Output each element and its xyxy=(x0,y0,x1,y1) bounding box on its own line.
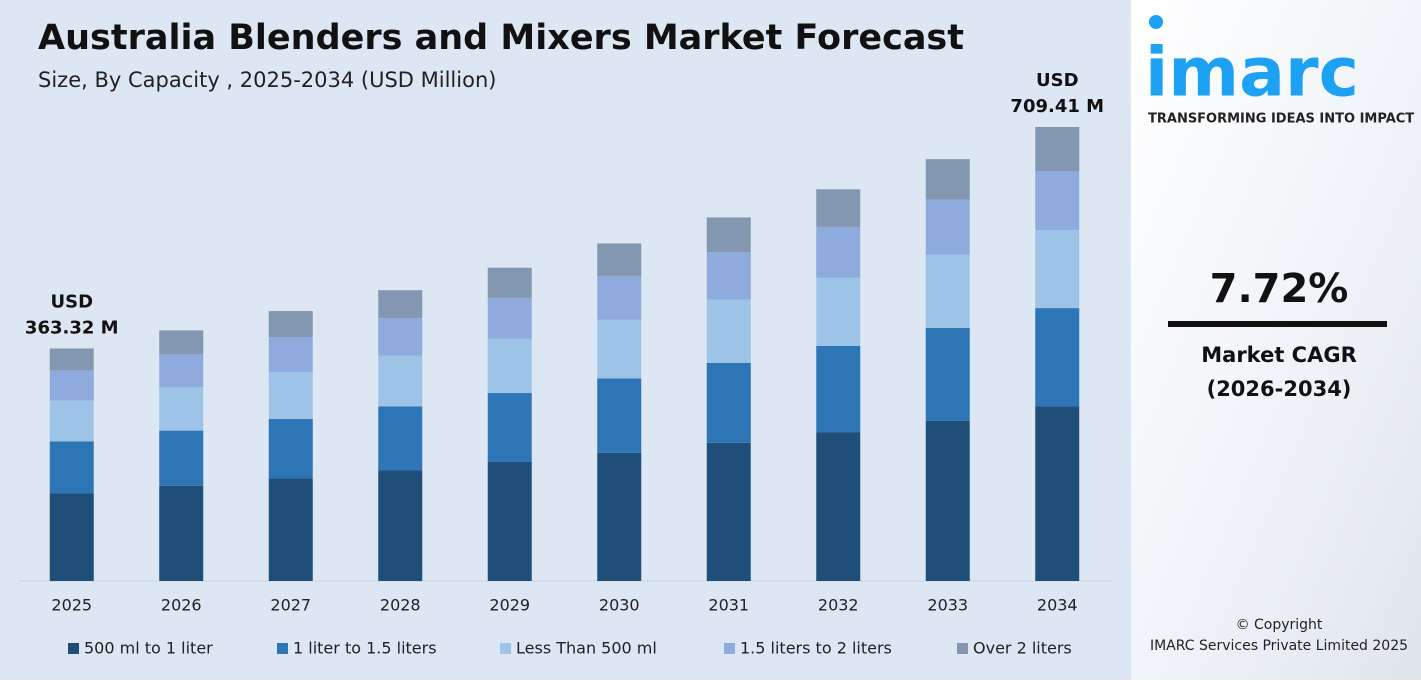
legend-swatch xyxy=(68,643,79,654)
bar-segment xyxy=(816,432,861,581)
bar-segment xyxy=(1035,127,1080,172)
x-tick-label: 2027 xyxy=(270,596,311,615)
copyright: © Copyright xyxy=(1236,617,1323,633)
bar-segment xyxy=(159,386,204,431)
bar-segment xyxy=(706,442,751,581)
bar-segment xyxy=(597,275,642,320)
total-label: USD xyxy=(50,291,93,312)
bar-segment xyxy=(597,243,642,276)
bar-segment xyxy=(1035,171,1080,231)
bar-segment xyxy=(816,226,861,278)
bar-segment xyxy=(378,355,423,407)
bar-segment xyxy=(597,378,642,453)
bar-segment xyxy=(487,267,532,298)
bar-segment xyxy=(487,297,532,339)
bar-segment xyxy=(816,277,861,347)
bar-segment xyxy=(597,319,642,379)
bar-segment xyxy=(268,311,313,337)
x-tick-label: 2031 xyxy=(708,596,749,615)
logo-dot xyxy=(1149,15,1163,29)
bar-segment xyxy=(925,420,970,581)
bar-segment xyxy=(925,327,970,421)
legend-label: Less Than 500 ml xyxy=(516,639,657,658)
tagline: TRANSFORMING IDEAS INTO IMPACT xyxy=(1148,112,1414,127)
bar-segment xyxy=(159,430,204,486)
total-label: 709.41 M xyxy=(1010,96,1104,117)
bar-segment xyxy=(268,372,313,420)
cagr-period: (2026-2034) xyxy=(1207,377,1352,401)
total-label: USD xyxy=(1036,70,1079,91)
sidebar-background xyxy=(1131,0,1421,680)
bar-segment xyxy=(378,406,423,471)
bar-segment xyxy=(706,217,751,253)
chart-subtitle: Size, By Capacity , 2025-2034 (USD Milli… xyxy=(38,68,496,92)
bar-segment xyxy=(487,338,532,394)
bar-segment xyxy=(487,461,532,581)
bar-segment xyxy=(268,478,313,581)
bar-segment xyxy=(268,419,313,479)
legend-swatch xyxy=(724,643,735,654)
bar-segment xyxy=(1035,308,1080,407)
x-tick-label: 2033 xyxy=(927,596,968,615)
legend-label: 1.5 liters to 2 liters xyxy=(740,639,892,658)
bar-segment xyxy=(49,370,94,401)
bar-segment xyxy=(49,348,94,371)
bar-segment xyxy=(925,254,970,328)
cagr-label: Market CAGR xyxy=(1201,343,1357,367)
bar-segment xyxy=(159,330,204,355)
bar-segment xyxy=(378,290,423,319)
bar-segment xyxy=(1035,230,1080,309)
legend-label: 1 liter to 1.5 liters xyxy=(293,639,437,658)
bar-segment xyxy=(816,346,861,433)
bar-segment xyxy=(706,362,751,443)
x-tick-label: 2025 xyxy=(51,596,92,615)
bar-segment xyxy=(706,299,751,363)
bar-segment xyxy=(816,189,861,227)
bar-segment xyxy=(925,199,970,255)
bar-segment xyxy=(49,493,94,581)
bar-segment xyxy=(1035,406,1080,581)
logo: imarc xyxy=(1145,34,1359,113)
bar-segment xyxy=(49,441,94,494)
bar-segment xyxy=(159,485,204,581)
x-tick-label: 2032 xyxy=(818,596,859,615)
x-tick-label: 2034 xyxy=(1037,596,1078,615)
x-tick-label: 2028 xyxy=(380,596,421,615)
bar-segment xyxy=(49,400,94,442)
total-label: 363.32 M xyxy=(25,317,119,338)
chart-title: Australia Blenders and Mixers Market For… xyxy=(38,18,964,58)
bar-segment xyxy=(378,318,423,356)
cagr-value: 7.72% xyxy=(1210,266,1349,312)
legend-swatch xyxy=(277,643,288,654)
x-tick-label: 2030 xyxy=(599,596,640,615)
bar-segment xyxy=(268,336,313,373)
bar-segment xyxy=(597,452,642,581)
copyright-owner: IMARC Services Private Limited 2025 xyxy=(1150,638,1408,654)
cagr-rule xyxy=(1168,321,1387,327)
bar-segment xyxy=(706,252,751,300)
bar-segment xyxy=(487,393,532,462)
legend-label: 500 ml to 1 liter xyxy=(84,639,213,658)
legend-label: Over 2 liters xyxy=(973,639,1072,658)
x-tick-label: 2029 xyxy=(489,596,530,615)
bar-segment xyxy=(159,354,204,387)
legend-swatch xyxy=(500,643,511,654)
legend-swatch xyxy=(957,643,968,654)
bar-segment xyxy=(925,159,970,200)
bar-segment xyxy=(378,470,423,581)
x-tick-label: 2026 xyxy=(161,596,202,615)
